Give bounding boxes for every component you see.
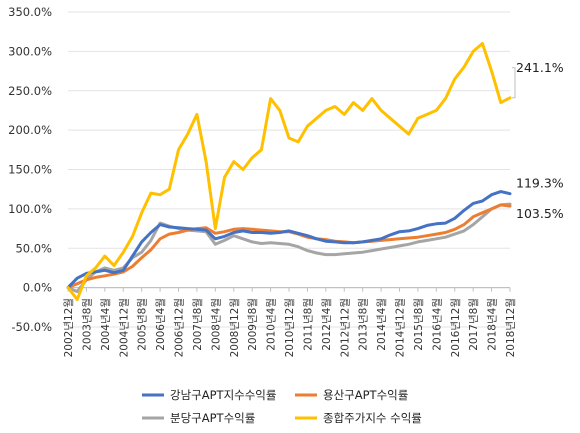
end-labels: 119.3% 103.5% 241.1% [512,60,564,221]
end-label: 103.5% [516,206,564,221]
series-line [66,202,512,294]
y-tick-label: 350.0% [8,5,52,19]
x-tick-label: 2006년4월 [155,298,167,351]
x-tick-label: 2017년8월 [468,298,480,351]
x-tick-label: 2012년12월 [339,298,351,357]
x-tick-label: 2010년12월 [284,298,296,357]
legend-label: 강남구APT지수수익률 [170,388,276,402]
grid [68,11,510,328]
end-label-leader [512,67,516,99]
series-line [66,42,512,301]
x-tick-label: 2013년8월 [358,298,370,351]
x-tick-label: 2012년4월 [321,298,333,351]
end-label: 119.3% [516,176,564,191]
y-axis: -50.0% 0.0% 50.0% 100.0% 150.0% 200.0% 250.0% 3… [8,5,52,334]
legend-label: 종합주가지수 수익률 [323,411,422,425]
x-tick-label: 2008년4월 [210,298,222,351]
x-tick-label: 2010년4월 [266,298,278,351]
series-line [66,190,512,290]
x-tick-label: 2014년12월 [395,298,407,357]
x-tick-label: 2018년4월 [487,298,499,351]
x-tick-label: 2014년4월 [376,298,388,351]
end-label: 241.1% [516,60,564,75]
series-lines [66,42,512,301]
x-tick-label: 2006년12월 [174,298,186,357]
y-tick-label: -50.0% [11,320,52,334]
x-tick-label: 2016년12월 [450,298,462,357]
x-tick-label: 2015년8월 [413,298,425,351]
x-tick-label: 2009년8월 [247,298,259,351]
x-tick-label: 2008년12월 [229,298,241,357]
y-tick-label: 200.0% [8,123,52,137]
x-axis: 2002년12월 2003년8월 2004년4월 2004년12월 2005년8월 200… [63,287,517,357]
x-tick-label: 2005년8월 [137,298,149,351]
x-tick-label: 2016년4월 [431,298,443,351]
series-line [66,203,512,290]
y-tick-label: 300.0% [8,44,52,58]
x-tick-label: 2003년8월 [81,298,93,351]
x-tick-label: 2018년12월 [505,298,517,357]
y-tick-label: 100.0% [8,202,52,216]
x-tick-label: 2002년12월 [63,298,75,357]
legend-label: 용산구APT수익률 [323,388,408,402]
x-tick-label: 2007년8월 [192,298,204,351]
x-tick-label: 2011년8월 [302,298,314,351]
y-tick-label: 150.0% [8,163,52,177]
legend-label: 분당구APT수익률 [170,411,255,425]
x-tick-label: 2004년12월 [118,298,130,357]
y-tick-label: 250.0% [8,84,52,98]
y-tick-label: 50.0% [15,241,52,255]
x-tick-label: 2004년4월 [100,298,112,351]
y-tick-label: 0.0% [23,281,52,295]
